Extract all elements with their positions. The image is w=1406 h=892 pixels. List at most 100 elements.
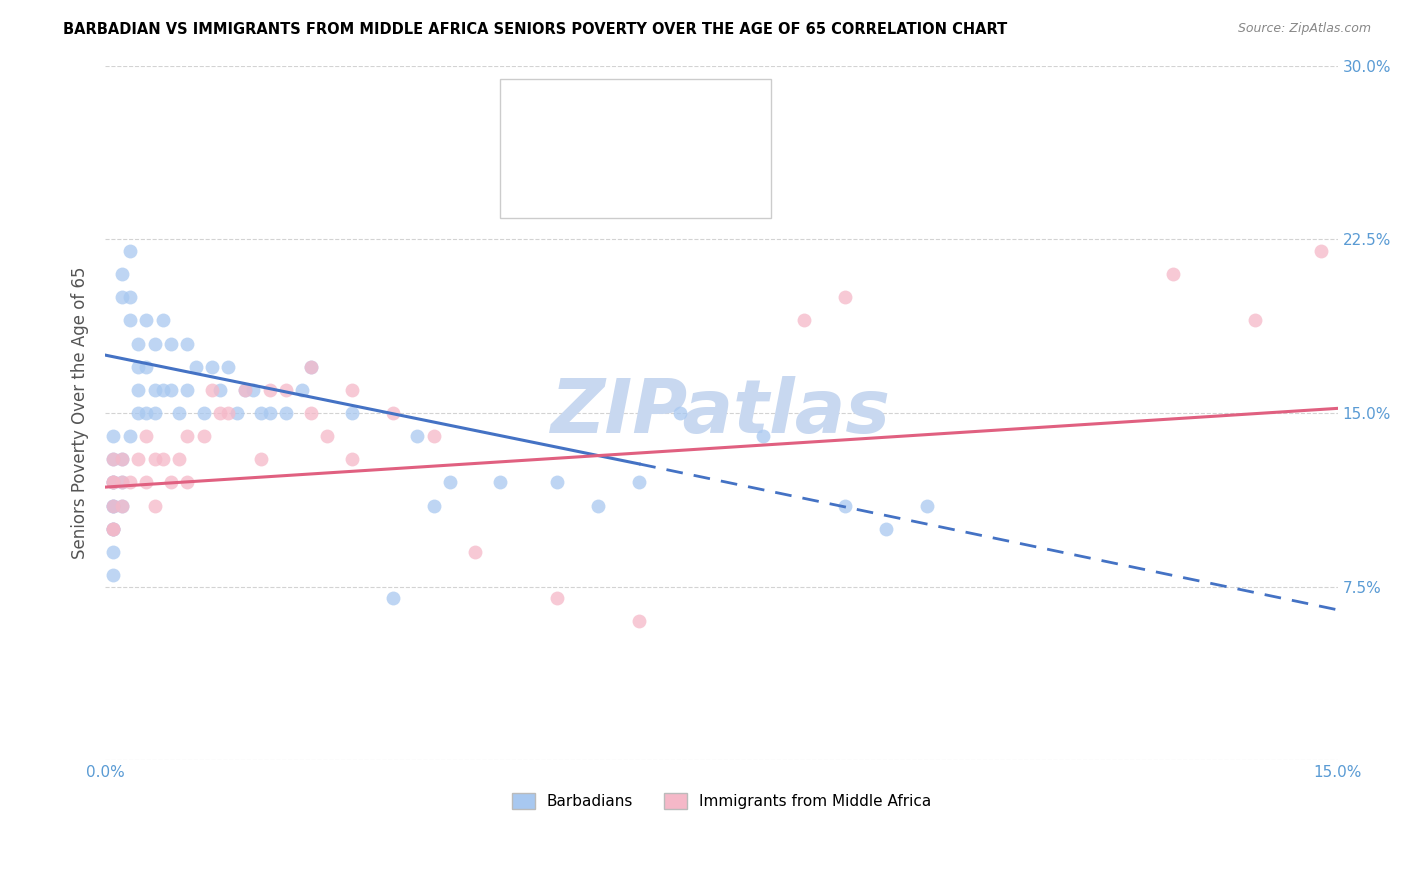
Point: [1163, 267, 1185, 281]
Point: [103, 522, 125, 536]
Point: [439, 475, 461, 490]
Point: [103, 452, 125, 467]
Point: [160, 336, 183, 351]
Point: [103, 499, 125, 513]
Point: [103, 522, 125, 536]
Point: [111, 475, 134, 490]
Point: [135, 429, 157, 443]
Point: [176, 336, 198, 351]
Text: BARBADIAN VS IMMIGRANTS FROM MIDDLE AFRICA SENIORS POVERTY OVER THE AGE OF 65 CO: BARBADIAN VS IMMIGRANTS FROM MIDDLE AFRI…: [63, 22, 1008, 37]
Point: [217, 359, 239, 374]
Point: [111, 499, 134, 513]
Point: [152, 383, 174, 397]
Point: [233, 383, 256, 397]
Point: [152, 452, 174, 467]
Point: [127, 336, 149, 351]
Point: [143, 499, 166, 513]
Point: [751, 429, 773, 443]
Point: [274, 406, 297, 420]
Point: [111, 475, 134, 490]
Point: [793, 313, 815, 327]
Point: [127, 383, 149, 397]
Point: [118, 475, 141, 490]
Text: ZIPatlas: ZIPatlas: [551, 376, 891, 450]
Text: Source: ZipAtlas.com: Source: ZipAtlas.com: [1237, 22, 1371, 36]
Point: [143, 336, 166, 351]
Point: [111, 452, 134, 467]
Point: [381, 406, 404, 420]
Point: [209, 383, 232, 397]
Point: [423, 499, 446, 513]
Point: [546, 591, 568, 606]
Point: [103, 429, 125, 443]
Point: [143, 452, 166, 467]
Y-axis label: Seniors Poverty Over the Age of 65: Seniors Poverty Over the Age of 65: [72, 267, 89, 559]
Point: [103, 522, 125, 536]
Point: [167, 452, 190, 467]
Point: [274, 383, 297, 397]
Point: [160, 383, 183, 397]
Point: [201, 383, 224, 397]
Point: [135, 313, 157, 327]
Point: [176, 383, 198, 397]
Point: [299, 359, 322, 374]
Point: [225, 406, 247, 420]
Point: [546, 475, 568, 490]
Point: [915, 499, 938, 513]
Point: [242, 383, 264, 397]
Legend: Barbadians, Immigrants from Middle Africa: Barbadians, Immigrants from Middle Afric…: [506, 787, 938, 815]
Point: [488, 475, 510, 490]
Point: [340, 383, 363, 397]
Point: [143, 406, 166, 420]
Point: [340, 452, 363, 467]
Point: [103, 568, 125, 582]
Point: [103, 475, 125, 490]
Point: [103, 475, 125, 490]
Point: [127, 406, 149, 420]
Point: [193, 406, 215, 420]
Point: [111, 267, 134, 281]
Point: [250, 406, 273, 420]
Point: [103, 475, 125, 490]
Point: [127, 359, 149, 374]
Point: [152, 313, 174, 327]
Point: [118, 313, 141, 327]
Point: [1310, 244, 1333, 258]
Point: [834, 499, 856, 513]
Point: [291, 383, 314, 397]
Point: [127, 452, 149, 467]
Point: [103, 545, 125, 559]
Point: [259, 383, 281, 397]
Point: [1244, 313, 1267, 327]
Point: [209, 406, 232, 420]
Point: [103, 475, 125, 490]
Point: [875, 522, 897, 536]
Point: [167, 406, 190, 420]
Point: [111, 290, 134, 304]
Point: [250, 452, 273, 467]
Point: [111, 452, 134, 467]
Point: [834, 290, 856, 304]
Point: [464, 545, 486, 559]
Point: [201, 359, 224, 374]
Point: [586, 499, 609, 513]
Point: [135, 406, 157, 420]
Point: [160, 475, 183, 490]
Point: [143, 383, 166, 397]
Point: [628, 475, 651, 490]
Point: [193, 429, 215, 443]
Point: [316, 429, 339, 443]
Point: [406, 429, 429, 443]
Point: [217, 406, 239, 420]
Point: [423, 429, 446, 443]
Point: [259, 406, 281, 420]
Point: [299, 359, 322, 374]
Point: [103, 499, 125, 513]
Point: [299, 406, 322, 420]
Point: [103, 499, 125, 513]
Point: [103, 522, 125, 536]
Point: [176, 429, 198, 443]
Point: [381, 591, 404, 606]
Point: [103, 452, 125, 467]
Point: [184, 359, 207, 374]
